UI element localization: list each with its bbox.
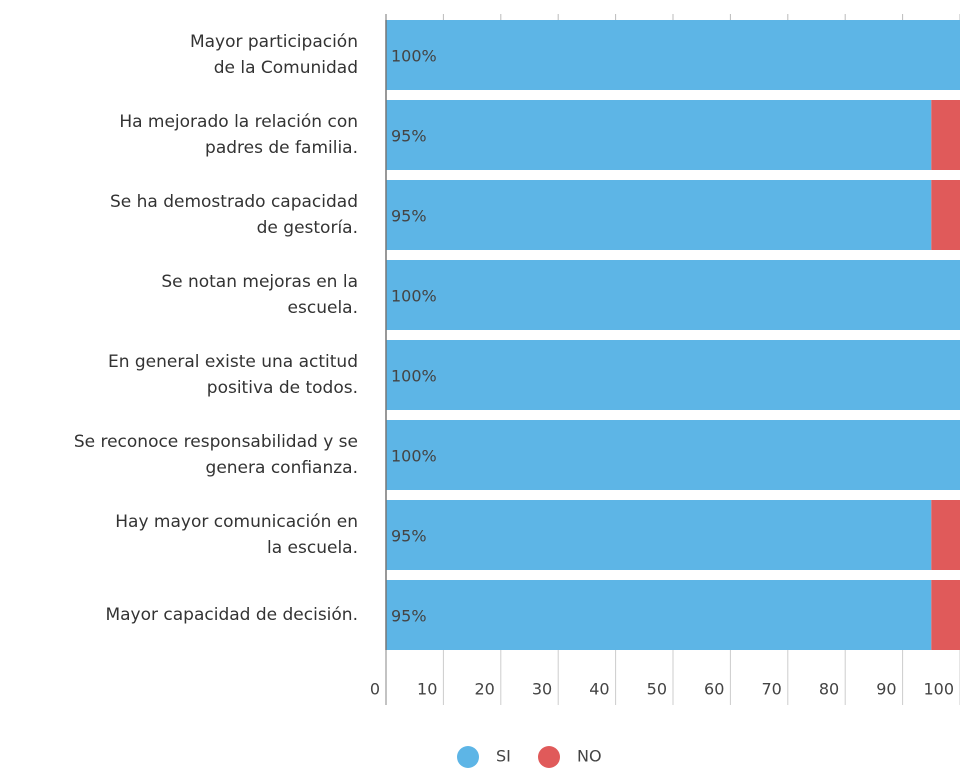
- x-tick-label: 10: [417, 680, 437, 699]
- value-label: 100%: [391, 447, 437, 466]
- x-tick-label: 60: [704, 680, 724, 699]
- value-label: 95%: [391, 127, 427, 146]
- x-tick-label: 50: [647, 680, 667, 699]
- bar-segment: [931, 580, 960, 650]
- bar-segment: [931, 100, 960, 170]
- bar-segment: [386, 20, 960, 90]
- bar-segment: [386, 180, 932, 250]
- legend-label: SI: [496, 747, 511, 766]
- x-tick-label: 70: [761, 680, 781, 699]
- bar-segment: [386, 500, 932, 570]
- category-label: En general existe una actitud positiva d…: [107, 352, 358, 398]
- category-label: Se notan mejoras en la escuela.: [161, 272, 358, 318]
- x-tick-label: 30: [532, 680, 552, 699]
- legend-swatch: [538, 746, 560, 768]
- category-label: Hay mayor comunicación en la escuela.: [115, 512, 358, 558]
- bar-segment: [931, 500, 960, 570]
- value-label: 100%: [391, 287, 437, 306]
- legend-swatch: [457, 746, 479, 768]
- x-tick-label: 40: [589, 680, 609, 699]
- value-label: 95%: [391, 527, 427, 546]
- bar-segment: [931, 180, 960, 250]
- bar-segment: [386, 260, 960, 330]
- legend-label: NO: [577, 747, 602, 766]
- category-label: Se ha demostrado capacidad de gestoría.: [109, 192, 358, 238]
- bar-segment: [386, 580, 932, 650]
- category-label: Se reconoce responsabilidad y se genera …: [73, 432, 358, 478]
- category-label: Ha mejorado la relación con padres de fa…: [119, 112, 358, 158]
- value-label: 95%: [391, 207, 427, 226]
- bar-segment: [386, 100, 932, 170]
- x-tick-label: 0: [370, 680, 380, 699]
- category-label: Mayor participación de la Comunidad: [189, 32, 358, 78]
- x-tick-label: 20: [474, 680, 494, 699]
- value-label: 100%: [391, 47, 437, 66]
- x-tick-label: 80: [819, 680, 839, 699]
- category-label: Mayor capacidad de decisión.: [105, 605, 358, 625]
- x-tick-label: 100: [923, 680, 954, 699]
- value-label: 95%: [391, 607, 427, 626]
- value-label: 100%: [391, 367, 437, 386]
- bar-segment: [386, 420, 960, 490]
- x-tick-label: 90: [876, 680, 896, 699]
- bar-segment: [386, 340, 960, 410]
